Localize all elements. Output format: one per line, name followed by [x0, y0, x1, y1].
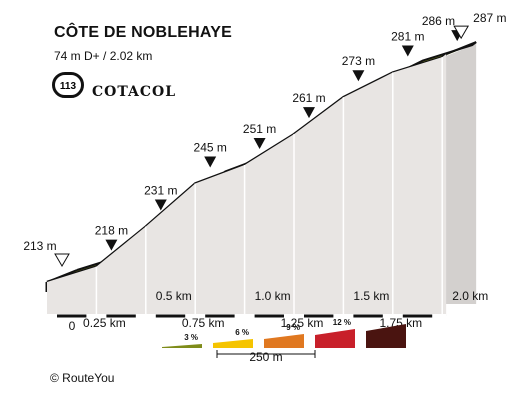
legend-swatch: [162, 344, 202, 348]
elevation-label: 245 m: [194, 140, 227, 154]
elevation-marker-icon: [253, 137, 266, 149]
legend-scale-label: 250 m: [249, 350, 282, 364]
profile-front-wall: [47, 54, 447, 316]
profile-end-cap: [445, 41, 477, 56]
elevation-label: 273 m: [342, 54, 375, 68]
elevation-label: 261 m: [292, 91, 325, 105]
x-tick-label: 0.25 km: [83, 316, 126, 330]
elevation-marker-icon: [352, 70, 365, 82]
legend-label: 6 %: [235, 328, 249, 337]
profile-subtitle: 74 m D+ / 2.02 km: [54, 49, 153, 63]
badge-number: 113: [60, 81, 77, 92]
profile-title: CÔTE DE NOBLEHAYE: [54, 24, 232, 41]
legend-swatch: [213, 339, 253, 348]
legend-label: 12 %: [333, 318, 351, 327]
legend-label: 9 %: [286, 323, 300, 332]
elevation-label: 251 m: [243, 122, 276, 136]
legend-swatch: [315, 329, 355, 348]
cotacol-brand: COTACOL: [92, 84, 177, 100]
x-tick-label: 1.0 km: [255, 289, 291, 303]
elevation-label: 286 m: [422, 14, 455, 28]
elevation-marker-icon: [401, 45, 414, 57]
x-tick-label: 0.75 km: [182, 316, 225, 330]
elevation-label: 281 m: [391, 30, 424, 44]
cotacol-badge-icon: 113: [52, 72, 84, 98]
end-marker-icon: [453, 25, 470, 40]
elevation-label: 218 m: [95, 224, 128, 238]
legend-label: 3 %: [184, 333, 198, 342]
profile-start-cap: [46, 269, 78, 283]
legend-swatch: [264, 334, 304, 348]
x-tick-label: 1.5 km: [353, 289, 389, 303]
elevation-label: 287 m: [473, 11, 506, 25]
elevation-marker-icon: [105, 239, 118, 251]
x-tick-label: 0: [69, 319, 76, 333]
x-tick-label: 1.25 km: [281, 316, 324, 330]
x-tick-label: 2.0 km: [452, 289, 488, 303]
elevation-label: 231 m: [144, 184, 177, 198]
elevation-marker-icon: [154, 199, 167, 211]
x-tick-label: 0.5 km: [156, 289, 192, 303]
elevation-label: 213 m: [23, 239, 56, 253]
routeyou-credit: © RouteYou: [50, 371, 115, 385]
elevation-marker-icon: [303, 107, 315, 119]
legend-swatch: [366, 324, 406, 348]
x-tick-label: 1.75 km: [379, 316, 422, 330]
elevation-marker-icon: [204, 156, 217, 168]
start-marker-icon: [54, 253, 70, 267]
